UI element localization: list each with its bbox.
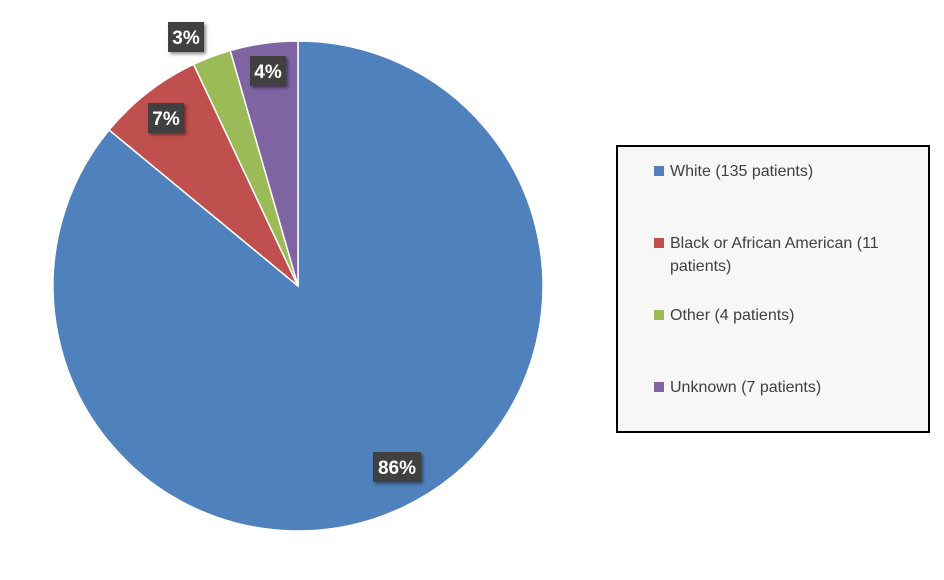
pie-slice-unknown bbox=[229, 40, 299, 287]
legend-swatch-other bbox=[654, 310, 664, 320]
data-label-text-white: 86% bbox=[378, 458, 416, 479]
data-label-box-other bbox=[168, 22, 204, 52]
data-label-white: 86% bbox=[373, 452, 421, 482]
data-label-text-unknown: 4% bbox=[254, 62, 282, 83]
data-label-unknown: 4% bbox=[250, 56, 286, 86]
legend-swatch-white bbox=[654, 166, 664, 176]
data-label-box-unknown bbox=[250, 56, 286, 86]
legend-item-other: Other (4 patients) bbox=[654, 304, 904, 327]
pie-data-labels: 86% 7% 3% 4% bbox=[148, 22, 421, 482]
legend-item-unknown: Unknown (7 patients) bbox=[654, 376, 904, 399]
data-label-box-white bbox=[373, 452, 421, 482]
legend: White (135 patients) Black or African Am… bbox=[616, 145, 930, 433]
legend-swatch-unknown bbox=[654, 382, 664, 392]
data-label-black-or-african-american: 7% bbox=[148, 103, 184, 133]
pie-slices bbox=[52, 40, 544, 532]
legend-swatch-black-or-african-american bbox=[654, 238, 664, 248]
data-label-text-other: 3% bbox=[172, 28, 200, 49]
data-label-box-black-or-african-american bbox=[148, 103, 184, 133]
legend-item-black-or-african-american: Black or African American (11 patients) bbox=[654, 232, 904, 278]
legend-label-black-or-african-american: Black or African American (11 patients) bbox=[670, 235, 879, 275]
legend-label-other: Other (4 patients) bbox=[670, 307, 795, 324]
data-label-text-black-or-african-american: 7% bbox=[152, 109, 180, 130]
legend-label-unknown: Unknown (7 patients) bbox=[670, 379, 822, 396]
legend-item-white: White (135 patients) bbox=[654, 160, 904, 183]
legend-label-white: White (135 patients) bbox=[670, 163, 814, 180]
data-label-other: 3% bbox=[168, 22, 204, 52]
